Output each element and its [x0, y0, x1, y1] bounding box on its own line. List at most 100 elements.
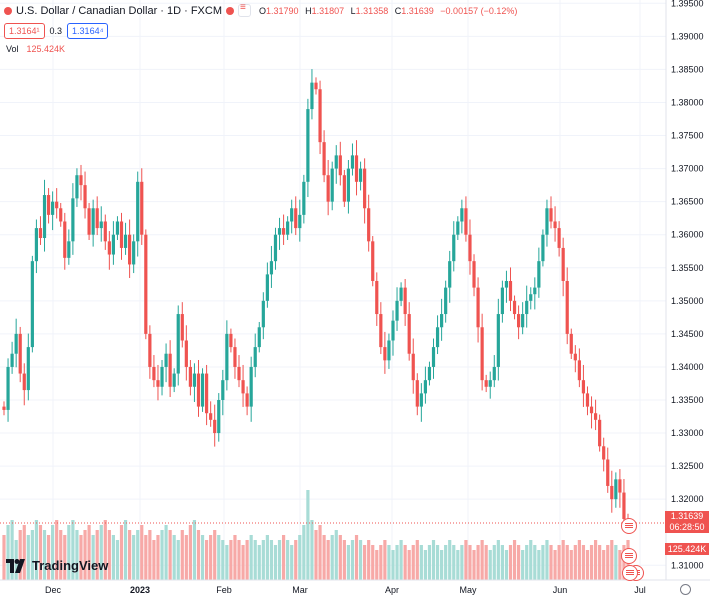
candle-body	[140, 181, 144, 235]
candle-body	[310, 82, 314, 110]
chart-grid	[0, 0, 666, 580]
volume-bar	[22, 525, 26, 580]
volume-bar	[444, 545, 448, 580]
candle-body	[415, 380, 419, 407]
volume-bar	[598, 545, 602, 580]
candle-body	[6, 366, 10, 410]
candlesticks	[2, 69, 630, 530]
legend-menu-icon[interactable]	[238, 2, 252, 17]
time-tick-label: Mar	[292, 585, 308, 595]
ohlc-values: O1.31790 H1.31807 L1.31358 C1.31639 −0.0…	[259, 5, 518, 16]
volume-bar	[545, 540, 549, 580]
volume-bar	[468, 545, 472, 580]
candle-body	[180, 314, 184, 341]
last-price-value: 1.31639	[670, 511, 704, 521]
candle-body	[269, 261, 274, 275]
candle-body	[107, 241, 111, 255]
volume-bar	[192, 520, 197, 580]
volume-bar	[460, 545, 464, 580]
candle-body	[444, 287, 448, 315]
candle-body	[581, 380, 586, 394]
tradingview-logo[interactable]: TradingView	[6, 558, 108, 573]
volume-bar	[46, 535, 51, 580]
candle-body	[614, 479, 618, 500]
candle-body	[387, 340, 391, 361]
candle-body	[533, 287, 537, 295]
candle-body	[51, 201, 55, 215]
volume-bar	[273, 545, 278, 580]
volume-bar	[602, 550, 606, 580]
candle-body	[521, 314, 525, 328]
volume-label: Vol	[6, 44, 19, 54]
candle-body	[399, 287, 403, 301]
volume-bar	[87, 525, 91, 580]
volume-bar	[553, 550, 557, 580]
candle-body	[472, 261, 476, 288]
volume-bar	[67, 525, 71, 580]
volume-bar	[91, 535, 95, 580]
low-value: 1.31358	[355, 5, 389, 16]
price-tick-label: 1.39500	[671, 0, 704, 8]
volume-bar	[103, 520, 107, 580]
symbol-title[interactable]: U.S. Dollar / Canadian Dollar · 1D · FXC…	[16, 4, 223, 17]
candle-body	[622, 492, 626, 520]
canada-flag-icon[interactable]	[621, 548, 637, 564]
volume-bar	[427, 545, 432, 580]
gear-icon[interactable]	[680, 584, 691, 595]
canada-flag-icon[interactable]	[621, 518, 637, 534]
candle-body	[423, 380, 428, 394]
symbol-status-icon	[4, 6, 12, 15]
volume-bar	[407, 550, 411, 580]
candle-body	[281, 228, 286, 235]
candle-body	[504, 280, 509, 288]
last-price-tag: 1.31639 06:28:50	[665, 511, 709, 533]
volume-bar	[123, 520, 128, 580]
change-value: −0.00157 (−0.12%)	[440, 5, 518, 16]
volume-bar	[34, 520, 39, 580]
volume-bar	[128, 530, 132, 580]
volume-bar	[152, 540, 156, 580]
candle-body	[14, 333, 18, 354]
price-tick-label: 1.33500	[671, 395, 704, 405]
buy-button[interactable]: 1.3164⁴	[67, 23, 109, 39]
volume-bar	[55, 520, 59, 580]
candle-body	[164, 353, 168, 367]
candle-body	[318, 89, 322, 143]
candle-body	[241, 380, 245, 394]
candle-body	[95, 208, 99, 229]
candle-body	[245, 393, 249, 407]
volume-bar	[500, 545, 504, 580]
candle-body	[67, 241, 71, 258]
candle-body	[34, 228, 39, 262]
candle-body	[71, 198, 75, 242]
volume-bar	[488, 550, 492, 580]
volume-bar	[196, 530, 201, 580]
candle-body	[265, 274, 269, 301]
candle-body	[115, 221, 120, 235]
trade-row: 1.3164¹ 0.3 1.3164⁴	[4, 23, 109, 39]
candle-body	[213, 419, 217, 434]
canada-flag-icon[interactable]	[622, 565, 638, 581]
candle-body	[610, 485, 614, 500]
volume-bar	[140, 525, 144, 580]
volume-bar	[350, 540, 355, 580]
volume-bar	[419, 545, 423, 580]
time-tick-label: May	[459, 585, 477, 595]
candle-body	[83, 185, 87, 209]
time-tick-label: Dec	[45, 585, 62, 595]
candle-body	[168, 353, 172, 387]
volume-bar	[411, 545, 415, 580]
candle-body	[2, 406, 6, 410]
sell-button[interactable]: 1.3164¹	[4, 23, 45, 39]
candle-body	[225, 333, 229, 381]
candle-body	[79, 175, 83, 186]
volume-bar	[354, 535, 359, 580]
price-tick-label: 1.34500	[671, 329, 704, 339]
volume-bar	[346, 545, 351, 580]
volume-bar	[569, 550, 573, 580]
volume-bar	[330, 535, 334, 580]
candle-body	[326, 175, 330, 202]
volume-bar	[557, 545, 561, 580]
volume-bar	[338, 535, 342, 580]
